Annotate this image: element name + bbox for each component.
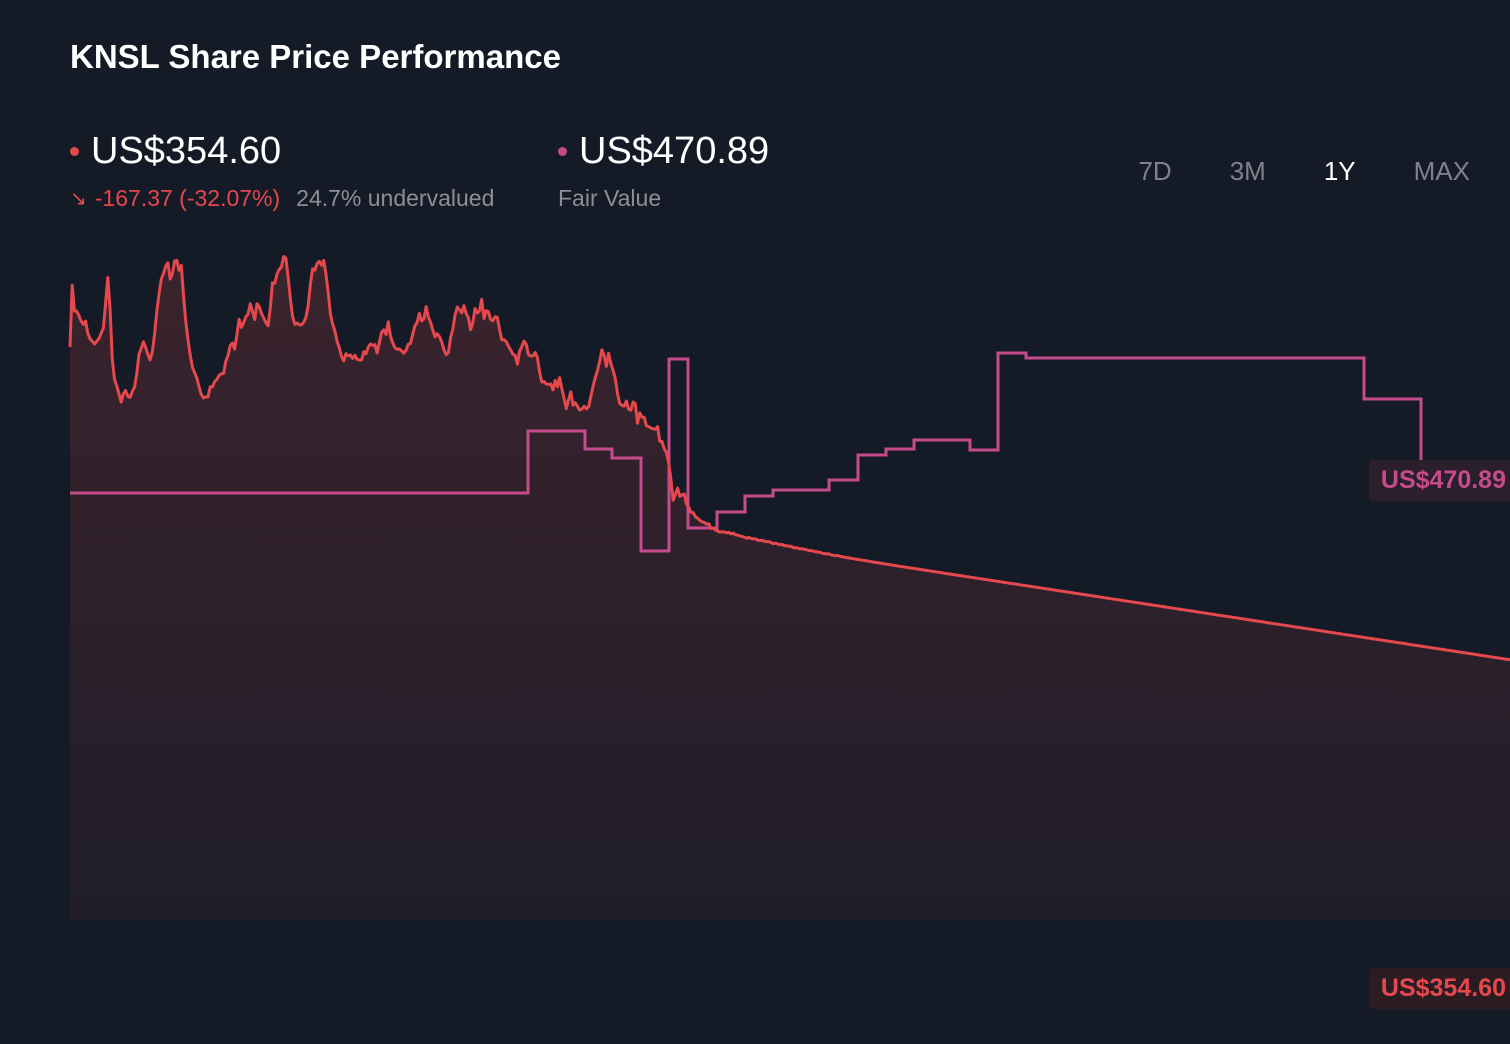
- price-tag: US$354.60: [1368, 968, 1510, 1009]
- fair-value-block: US$470.89 Fair Value: [558, 130, 769, 212]
- price-line: [68, 255, 1510, 662]
- range-tab-max[interactable]: MAX: [1413, 156, 1470, 186]
- fair-value-caption: Fair Value: [558, 185, 662, 211]
- down-arrow-icon: ↘: [70, 188, 87, 210]
- fair-value-line: [70, 351, 1423, 553]
- valuation-text: 24.7% undervalued: [296, 185, 495, 211]
- current-price-block: US$354.60 ↘ -167.37 (-32.07%) 24.7% unde…: [70, 130, 494, 212]
- page-title: KNSL Share Price Performance: [70, 38, 561, 75]
- price-change-value: -167.37 (-32.07%): [94, 185, 281, 211]
- range-tab-3m[interactable]: 3M: [1229, 156, 1266, 186]
- price-change: ↘ -167.37 (-32.07%): [70, 185, 280, 212]
- fair-value-dot-icon: [558, 147, 567, 156]
- fair-value-tag: US$470.89: [1368, 460, 1510, 501]
- price-area: [70, 256, 1510, 920]
- current-price: US$354.60: [91, 130, 282, 172]
- range-tabs: 7D 3M 1Y MAX: [1080, 156, 1470, 187]
- range-tab-1y[interactable]: 1Y: [1323, 156, 1356, 186]
- range-tab-7d[interactable]: 7D: [1138, 156, 1172, 186]
- fair-value-price: US$470.89: [579, 130, 770, 172]
- current-price-dot-icon: [70, 147, 79, 156]
